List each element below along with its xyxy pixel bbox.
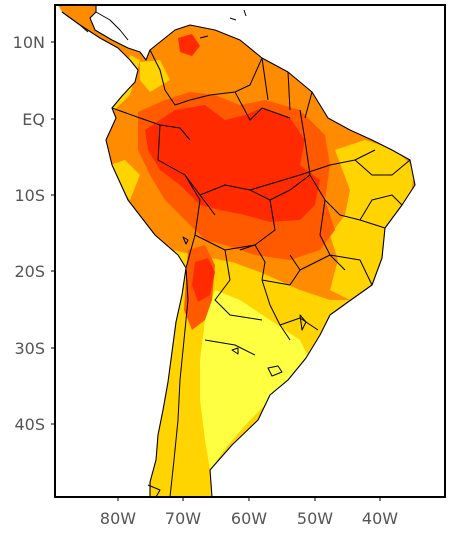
- lagoa-dos-patos: [299, 314, 307, 331]
- zone-red-chaco: [192, 258, 215, 302]
- country-borders: [79, 11, 411, 497]
- y-tick-label: 40S: [14, 415, 45, 434]
- x-tick-label: 50W: [297, 509, 333, 528]
- zone-yellow-north: [140, 60, 170, 92]
- zone-light-yellow-south: [200, 290, 310, 470]
- rio-de-la-plata-island: [267, 365, 283, 377]
- border-brazil-states-4: [234, 91, 311, 201]
- plot-frame: [54, 4, 446, 498]
- y-tick-label: 10S: [14, 186, 45, 205]
- falkland-islands: [231, 347, 239, 355]
- y-tick-label: EQ: [22, 110, 45, 129]
- border-central-america: [79, 11, 129, 41]
- border-paraguay-brazil: [261, 254, 301, 286]
- islands: [147, 9, 307, 497]
- y-axis: 10N EQ 10S 20S 30S 40S: [13, 33, 55, 434]
- border-bolivia-paraguay-argentina: [194, 234, 266, 281]
- border-brazil-states-3: [354, 159, 411, 221]
- zone-red-venezuela: [178, 34, 200, 56]
- border-colombia-venezuela: [149, 49, 191, 106]
- border-argentina-provinces: [204, 249, 263, 356]
- y-tick-label: 30S: [14, 339, 45, 358]
- x-axis: 80W 70W 60W 50W 40W: [100, 497, 398, 528]
- x-tick-label: 60W: [231, 509, 267, 528]
- x-tick-label: 80W: [100, 509, 136, 528]
- x-tick-label: 70W: [165, 509, 201, 528]
- border-peru-bolivia: [184, 174, 201, 269]
- island-tierra-del-fuego: [147, 484, 161, 497]
- border-brazil-states-2: [299, 174, 386, 286]
- caribbean-islands: [199, 9, 247, 39]
- coastline: [58, 5, 416, 497]
- border-argentina-uruguay: [261, 279, 291, 341]
- zone-red-amazon: [145, 105, 320, 222]
- y-tick-label: 20S: [14, 262, 45, 281]
- y-tick-label: 10N: [13, 33, 45, 52]
- border-guianas: [261, 57, 313, 119]
- lake-titicaca: [182, 236, 189, 245]
- zone-yellow-west: [104, 55, 140, 200]
- border-chile-argentina: [169, 267, 189, 497]
- zone-yellow-ne: [330, 140, 415, 300]
- x-tick-label: 40W: [362, 509, 398, 528]
